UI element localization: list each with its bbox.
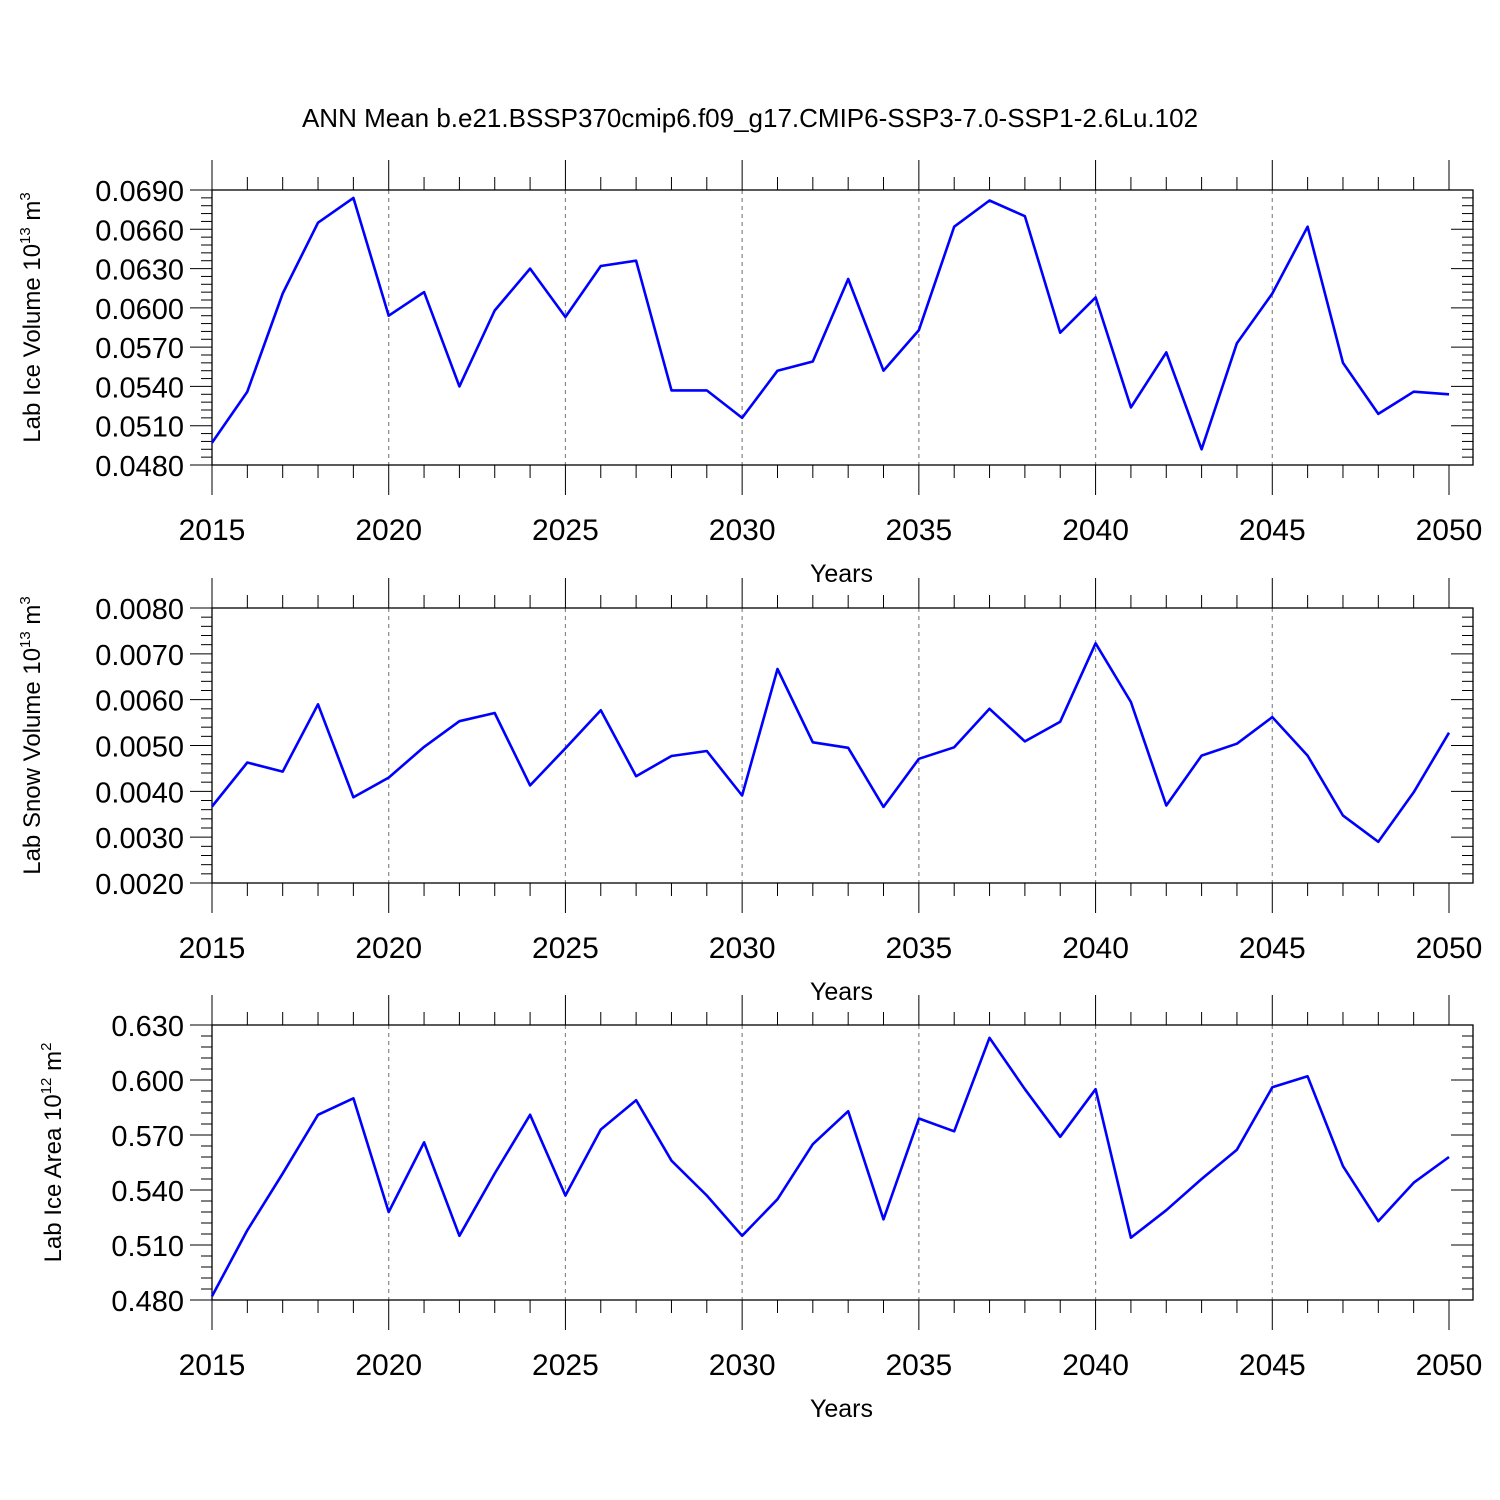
- chart-title: ANN Mean b.e21.BSSP370cmip6.f09_g17.CMIP…: [302, 103, 1198, 133]
- x-tick-label: 2035: [885, 514, 952, 547]
- x-tick-label: 2020: [355, 1349, 422, 1382]
- x-tick-label: 2050: [1416, 514, 1483, 547]
- chart-panel-1: 2015 2020 2025 2030 2035 2040 2045 2050 0.0480 0.…: [17, 160, 1482, 588]
- x-tick-label: 2040: [1062, 1349, 1129, 1382]
- x-tick-label: 2030: [709, 1349, 776, 1382]
- x-tick-label: 2050: [1416, 932, 1483, 965]
- series-line: [210, 1036, 1450, 1297]
- x-axis-label: Years: [810, 978, 873, 1006]
- x-tick-label: 2045: [1239, 1349, 1306, 1382]
- x-tick-label: 2020: [355, 514, 422, 547]
- y-tick-label: 0.0690: [95, 176, 184, 208]
- y-tick-label: 0.480: [111, 1286, 184, 1318]
- plot-frame: [211, 1024, 1474, 1301]
- chart-panel-3: 2015 2020 2025 2030 2035 2040 2045 2050 0.480 0.5…: [38, 995, 1482, 1423]
- y-tick-label: 0.630: [111, 1011, 184, 1043]
- plot-frame: [211, 607, 1474, 884]
- x-tick-label: 2015: [179, 932, 246, 965]
- x-tick-label: 2040: [1062, 932, 1129, 965]
- y-tick-label: 0.0050: [95, 732, 184, 764]
- y-tick-label: 0.540: [111, 1176, 184, 1208]
- y-tick-label: 0.0660: [95, 215, 184, 247]
- chart-panel-2: 2015 2020 2025 2030 2035 2040 2045 2050 0.0020 0.…: [17, 578, 1482, 1006]
- y-tick-label: 0.0040: [95, 777, 184, 809]
- series-line: [210, 196, 1450, 451]
- x-tick-label: 2015: [179, 514, 246, 547]
- y-tick-label: 0.0080: [95, 594, 184, 626]
- x-tick-label: 2025: [532, 932, 599, 965]
- x-tick-label: 2020: [355, 932, 422, 965]
- x-tick-label: 2030: [709, 932, 776, 965]
- y-axis-label: Lab Ice Area 1012 m2: [38, 1043, 67, 1263]
- x-tick-label: 2015: [179, 1349, 246, 1382]
- y-tick-label: 0.0480: [95, 451, 184, 483]
- y-tick-label: 0.0570: [95, 333, 184, 365]
- y-tick-label: 0.0060: [95, 686, 184, 718]
- y-tick-label: 0.0070: [95, 640, 184, 672]
- y-tick-label: 0.0540: [95, 372, 184, 404]
- x-tick-label: 2040: [1062, 514, 1129, 547]
- x-tick-label: 2025: [532, 1349, 599, 1382]
- x-tick-label: 2050: [1416, 1349, 1483, 1382]
- y-tick-label: 0.0630: [95, 255, 184, 287]
- y-tick-label: 0.600: [111, 1066, 184, 1098]
- x-tick-label: 2025: [532, 514, 599, 547]
- series-line: [210, 641, 1451, 844]
- y-axis-label: Lab Ice Volume 1013 m3: [17, 192, 46, 443]
- x-tick-label: 2045: [1239, 514, 1306, 547]
- x-tick-label: 2045: [1239, 932, 1306, 965]
- y-tick-label: 0.0510: [95, 412, 184, 444]
- y-axis-label: Lab Snow Volume 1013 m3: [17, 596, 46, 875]
- y-tick-label: 0.510: [111, 1231, 184, 1263]
- y-tick-label: 0.0600: [95, 294, 184, 326]
- x-tick-label: 2035: [885, 932, 952, 965]
- y-tick-label: 0.0020: [95, 869, 184, 901]
- x-tick-label: 2030: [709, 514, 776, 547]
- x-tick-label: 2035: [885, 1349, 952, 1382]
- y-tick-label: 0.0030: [95, 823, 184, 855]
- x-axis-label: Years: [810, 560, 873, 588]
- plot-frame: [211, 189, 1474, 466]
- y-tick-label: 0.570: [111, 1121, 184, 1153]
- x-axis-label: Years: [810, 1395, 873, 1423]
